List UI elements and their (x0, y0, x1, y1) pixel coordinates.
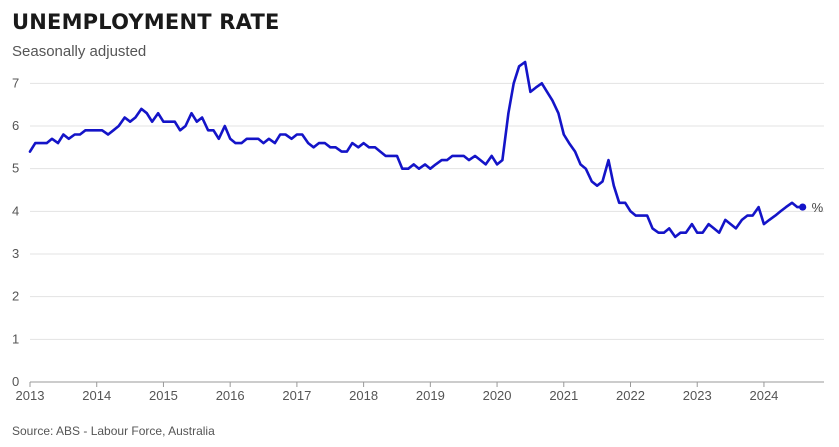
series-layer (28, 60, 807, 239)
x-tick-label: 2022 (616, 388, 645, 403)
label-layer: 0 1 2 3 4 5 6 7 2013 2014 2015 2016 2017 2018 2019 2020… (12, 75, 824, 403)
series-end-point (799, 203, 807, 211)
line-chart: 0 1 2 3 4 5 6 7 2013 2014 2015 2016 2017 2018 2019 2020… (12, 60, 824, 403)
series-line (28, 60, 804, 239)
x-tick-label: 2016 (216, 388, 245, 403)
axis-layer (29, 381, 824, 387)
x-tick-label: 2021 (549, 388, 578, 403)
x-tick-label: 2013 (16, 388, 45, 403)
y-tick-label: 7 (12, 75, 19, 90)
grid-layer (30, 82, 824, 340)
chart-subtitle: Seasonally adjusted (12, 43, 147, 60)
y-tick-label: 5 (12, 161, 19, 176)
y-tick-label: 1 (12, 331, 19, 346)
y-tick-label: 4 (12, 203, 19, 218)
x-tick-label: 2017 (282, 388, 311, 403)
x-tick-label: 2023 (683, 388, 712, 403)
x-tick-label: 2018 (349, 388, 378, 403)
y-tick-label: 3 (12, 246, 19, 261)
source-note: Source: ABS - Labour Force, Australia (12, 424, 215, 438)
x-tick-label: 2014 (82, 388, 111, 403)
y-tick-label: 2 (12, 289, 19, 304)
y-tick-label: 6 (12, 118, 19, 133)
x-tick-label: 2024 (749, 388, 778, 403)
chart-title: UNEMPLOYMENT RATE (12, 10, 280, 34)
x-tick-label: 2020 (483, 388, 512, 403)
y-tick-label: 0 (12, 374, 19, 389)
x-tick-label: 2015 (149, 388, 178, 403)
unit-label: % (812, 200, 824, 215)
x-tick-label: 2019 (416, 388, 445, 403)
